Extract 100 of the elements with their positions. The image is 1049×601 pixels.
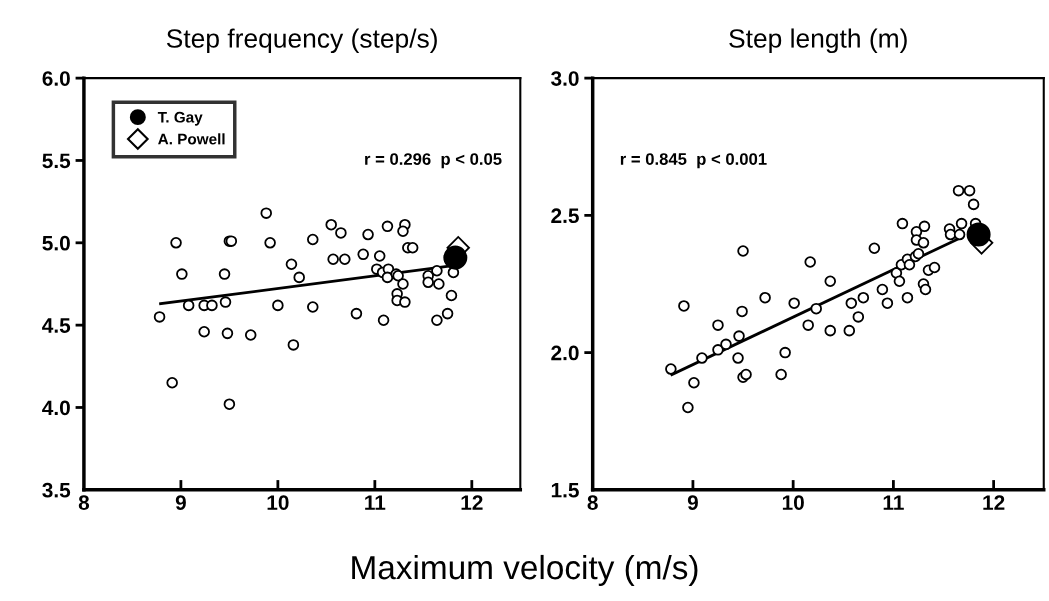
- point: [736, 305, 748, 318]
- x-tick-label: 12: [461, 495, 483, 510]
- point: [779, 346, 791, 359]
- x-axis-title: Maximum velocity (m/s): [352, 554, 698, 586]
- point: [176, 268, 188, 280]
- point: [896, 217, 909, 230]
- point: [952, 184, 965, 197]
- point: [903, 258, 916, 271]
- x-tick-label: 8: [587, 495, 598, 510]
- y-tick-label: 5.0: [42, 235, 70, 251]
- point: [918, 220, 931, 233]
- chart-title: Step frequency (step/s): [166, 28, 437, 54]
- x-tick-label: 12: [983, 495, 1005, 510]
- y-tick-label: 3.5: [42, 482, 71, 498]
- annotation: r = 0.296 p < 0.05: [365, 153, 502, 169]
- point: [223, 398, 236, 410]
- point: [788, 297, 800, 309]
- y-tick-label: 4.5: [42, 318, 71, 333]
- point: [857, 291, 870, 304]
- point: [287, 339, 300, 351]
- point: [688, 377, 700, 389]
- point: [881, 297, 894, 309]
- point: [876, 283, 889, 296]
- point: [963, 184, 976, 197]
- y-tick-label: 5.5: [42, 153, 71, 169]
- point: [433, 278, 445, 290]
- point: [901, 291, 914, 304]
- point: [955, 217, 968, 230]
- point: [431, 265, 443, 277]
- point: [307, 301, 319, 313]
- point: [843, 324, 856, 337]
- point: [399, 296, 411, 308]
- point: [422, 276, 434, 289]
- point: [397, 278, 409, 290]
- x-tick-label: 9: [175, 495, 186, 510]
- point: [824, 324, 837, 337]
- y-tick-label: 2.5: [551, 208, 579, 224]
- point: [362, 228, 374, 241]
- point: [775, 368, 787, 381]
- x-tick-label: 9: [687, 495, 698, 510]
- point: [272, 299, 284, 312]
- point: [967, 198, 980, 211]
- point: [824, 275, 837, 287]
- point: [325, 218, 337, 231]
- point: [397, 225, 409, 238]
- point: [264, 237, 276, 249]
- y-tick-label: 6.0: [42, 71, 70, 86]
- point: [198, 325, 210, 338]
- x-tick-label: 10: [267, 495, 289, 510]
- point: [441, 307, 454, 320]
- point: [868, 242, 881, 255]
- point: [260, 207, 272, 219]
- point: [443, 245, 468, 270]
- point: [678, 300, 690, 312]
- point: [357, 248, 369, 261]
- chart-title: Step length (m): [729, 28, 907, 54]
- point: [381, 220, 394, 233]
- annotation: r = 0.845 p < 0.001: [620, 153, 767, 169]
- point: [759, 291, 771, 304]
- point: [737, 245, 749, 257]
- point: [917, 237, 930, 249]
- point: [339, 253, 351, 266]
- point: [218, 268, 231, 280]
- x-tick-label: 11: [365, 495, 386, 510]
- point: [166, 377, 178, 389]
- point: [170, 237, 182, 249]
- y-tick-label: 2.0: [551, 345, 579, 361]
- point: [712, 319, 724, 331]
- x-tick-label: 8: [78, 495, 90, 510]
- point: [919, 283, 932, 296]
- point: [244, 329, 257, 341]
- point: [350, 307, 363, 320]
- point: [804, 256, 816, 268]
- point: [293, 271, 305, 284]
- point: [373, 250, 386, 262]
- point: [381, 271, 394, 284]
- point: [733, 330, 745, 342]
- y-tick-label: 1.5: [551, 483, 579, 498]
- point: [966, 222, 991, 247]
- point: [285, 258, 298, 270]
- point: [953, 228, 966, 241]
- point: [712, 344, 724, 356]
- legend-label: A. Powell: [158, 133, 225, 145]
- point: [221, 327, 234, 340]
- point: [153, 311, 166, 323]
- point: [802, 319, 814, 331]
- point: [431, 314, 443, 326]
- y-tick-label: 4.0: [42, 400, 70, 416]
- x-tick-label: 10: [782, 495, 804, 510]
- point: [682, 401, 694, 414]
- point: [219, 296, 232, 308]
- point: [893, 275, 906, 287]
- point: [335, 227, 347, 239]
- y-tick-label: 3.0: [551, 71, 579, 86]
- point: [810, 302, 822, 315]
- point: [696, 352, 708, 364]
- point: [377, 314, 390, 326]
- point: [720, 338, 732, 351]
- point: [928, 261, 941, 274]
- point: [445, 289, 458, 302]
